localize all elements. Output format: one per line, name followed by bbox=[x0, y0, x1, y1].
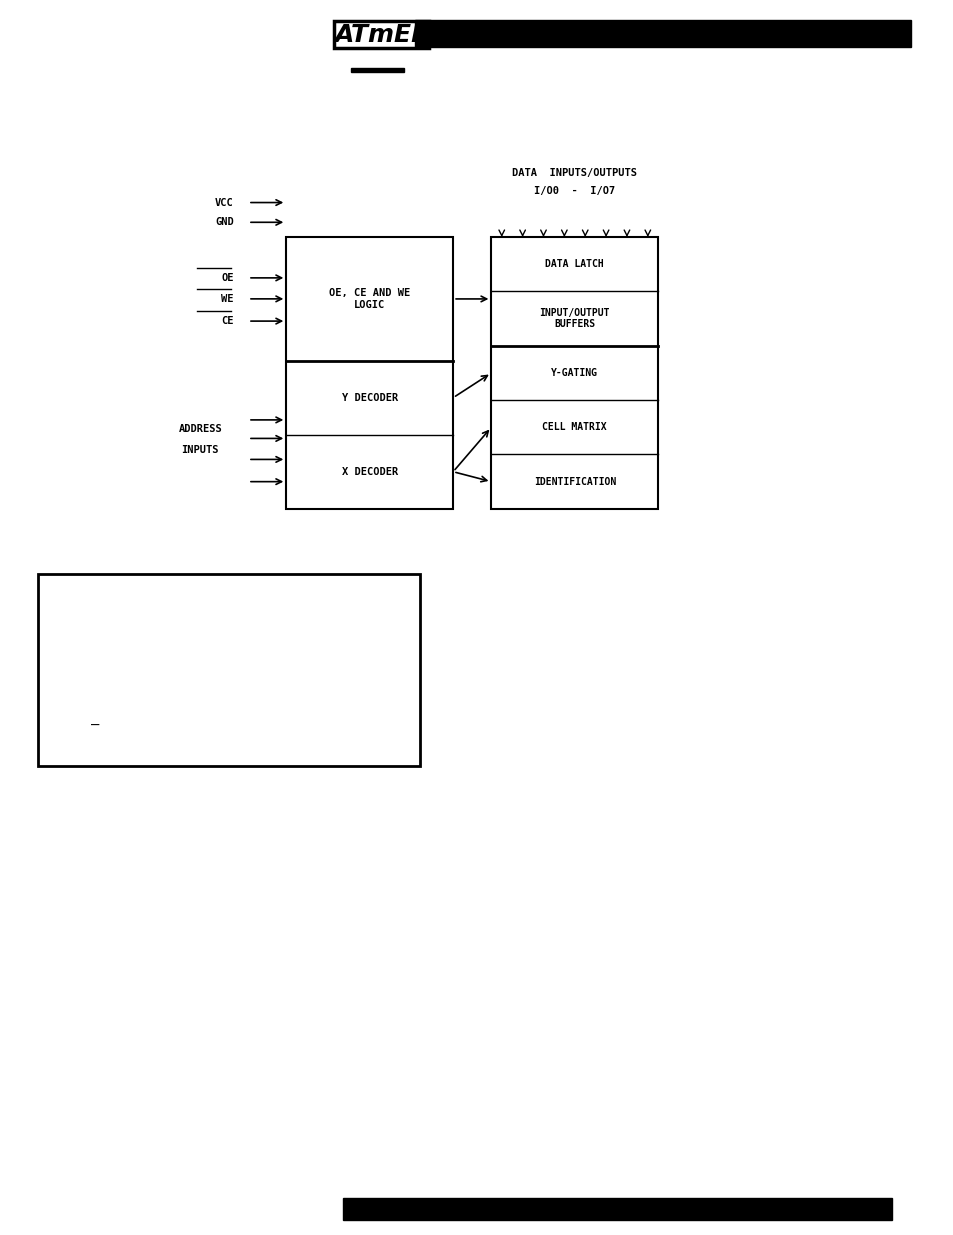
Text: WE: WE bbox=[221, 294, 233, 304]
Text: ATmEL: ATmEL bbox=[335, 22, 428, 47]
Text: ADDRESS: ADDRESS bbox=[178, 424, 222, 433]
Text: Y-GATING: Y-GATING bbox=[551, 368, 598, 378]
Bar bbox=[343, 1198, 891, 1220]
Text: OE: OE bbox=[221, 273, 233, 283]
Text: GND: GND bbox=[214, 217, 233, 227]
Text: X DECODER: X DECODER bbox=[341, 467, 397, 477]
Text: DATA LATCH: DATA LATCH bbox=[545, 259, 603, 269]
Text: CE: CE bbox=[221, 316, 233, 326]
Bar bbox=[351, 68, 403, 72]
Bar bbox=[491, 237, 658, 509]
Bar bbox=[38, 574, 419, 766]
Text: Y DECODER: Y DECODER bbox=[341, 393, 397, 403]
Text: INPUT/OUTPUT
BUFFERS: INPUT/OUTPUT BUFFERS bbox=[539, 308, 609, 330]
Text: OE, CE AND WE
LOGIC: OE, CE AND WE LOGIC bbox=[329, 288, 410, 310]
Bar bbox=[286, 237, 453, 509]
Text: —: — bbox=[91, 719, 99, 734]
Text: I/O0  -  I/O7: I/O0 - I/O7 bbox=[533, 186, 615, 196]
Text: CELL MATRIX: CELL MATRIX bbox=[542, 422, 606, 432]
Text: DATA  INPUTS/OUTPUTS: DATA INPUTS/OUTPUTS bbox=[511, 168, 637, 178]
Text: IDENTIFICATION: IDENTIFICATION bbox=[533, 477, 616, 487]
Bar bbox=[415, 20, 910, 47]
Text: VCC: VCC bbox=[214, 198, 233, 207]
Text: INPUTS: INPUTS bbox=[181, 445, 219, 454]
